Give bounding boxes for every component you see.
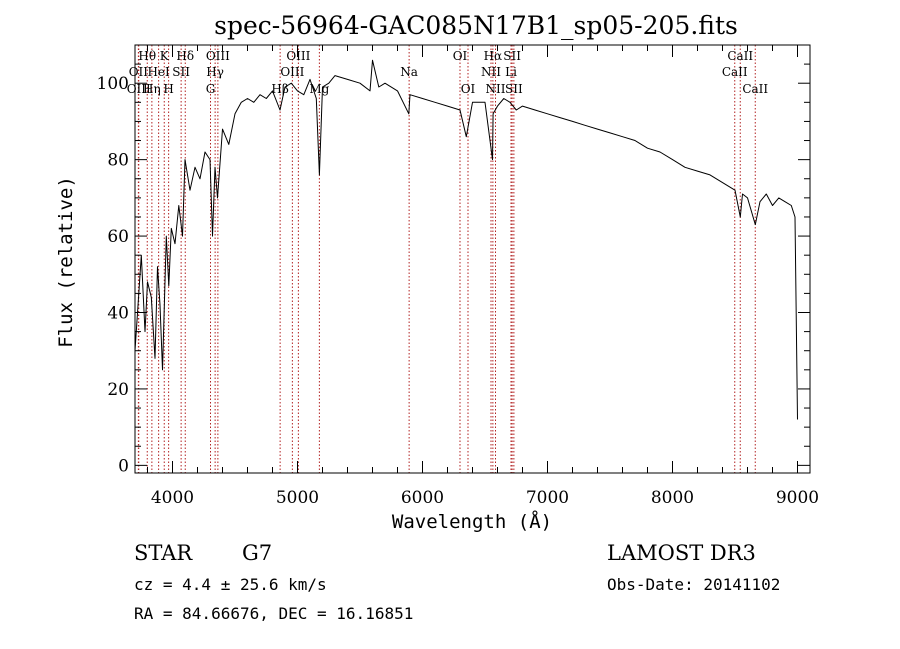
redshift-text: cz = 4.4 ± 25.6 km/s bbox=[134, 575, 327, 594]
survey-name: LAMOST DR3 bbox=[607, 541, 756, 565]
line-label-26: CaII bbox=[722, 65, 748, 79]
line-label-24: SII bbox=[505, 82, 523, 96]
y-tick-label-4: 80 bbox=[107, 151, 129, 171]
line-label-5: HeI bbox=[147, 65, 170, 79]
x-tick-label-5: 9000 bbox=[776, 488, 819, 508]
line-label-25: CaII bbox=[727, 49, 753, 63]
line-label-9: OIII bbox=[206, 49, 230, 63]
line-label-21: NII bbox=[486, 82, 506, 96]
spectral-line-markers bbox=[137, 45, 756, 473]
series-line-0 bbox=[134, 59, 798, 420]
line-label-1: OII bbox=[129, 65, 149, 79]
y-tick-label-1: 20 bbox=[107, 380, 129, 400]
line-label-8: SII bbox=[172, 65, 190, 79]
line-label-6: H bbox=[163, 82, 173, 96]
x-tick-label-2: 6000 bbox=[401, 488, 444, 508]
line-label-15: Mg bbox=[309, 82, 329, 96]
line-label-4: K bbox=[160, 49, 170, 63]
line-label-14: Hβ bbox=[271, 82, 288, 96]
line-label-13: OIII bbox=[280, 65, 304, 79]
line-label-17: OI bbox=[453, 49, 468, 63]
x-tick-label-0: 4000 bbox=[151, 488, 194, 508]
line-label-22: SII bbox=[503, 49, 521, 63]
line-label-3: Hη bbox=[143, 82, 161, 96]
coordinates: RA = 84.66676, DEC = 16.16851 bbox=[134, 604, 413, 623]
x-tick-label-1: 5000 bbox=[276, 488, 319, 508]
y-axis-label: Flux (relative) bbox=[55, 176, 77, 348]
line-label-7: Hδ bbox=[176, 49, 194, 63]
spectrum-series bbox=[134, 59, 798, 420]
line-label-12: OIII bbox=[286, 49, 310, 63]
x-tick-label-4: 8000 bbox=[651, 488, 694, 508]
x-tick-label-3: 7000 bbox=[526, 488, 569, 508]
y-tick-label-5: 100 bbox=[97, 74, 129, 94]
line-label-2: OIII bbox=[127, 82, 151, 96]
line-label-11: G bbox=[206, 82, 216, 96]
x-axis-label: Wavelength (Å) bbox=[392, 510, 552, 533]
line-label-19: Hα bbox=[484, 49, 503, 63]
y-tick-label-0: 0 bbox=[118, 456, 129, 476]
line-label-0: Hθ bbox=[138, 49, 156, 63]
line-label-18: OI bbox=[461, 82, 476, 96]
y-axis-ticks: 0 20 40 60 80 100 bbox=[97, 63, 810, 476]
chart-title: spec-56964-GAC085N17B1_sp05-205.fits bbox=[214, 11, 738, 40]
obs-date: Obs-Date: 20141102 bbox=[607, 575, 780, 594]
x-axis-ticks: 4000 5000 6000 7000 8000 9000 bbox=[147, 45, 819, 508]
object-class: STAR bbox=[134, 541, 193, 565]
line-label-23: Li bbox=[505, 65, 517, 79]
line-label-16: Na bbox=[400, 65, 418, 79]
plot-frame bbox=[134, 44, 811, 474]
line-label-10: Hγ bbox=[206, 65, 224, 79]
subclass: G7 bbox=[242, 541, 272, 565]
y-tick-label-3: 60 bbox=[107, 227, 129, 247]
line-label-20: NII bbox=[481, 65, 501, 79]
line-label-27: CaII bbox=[742, 82, 768, 96]
y-tick-label-2: 40 bbox=[107, 304, 129, 324]
